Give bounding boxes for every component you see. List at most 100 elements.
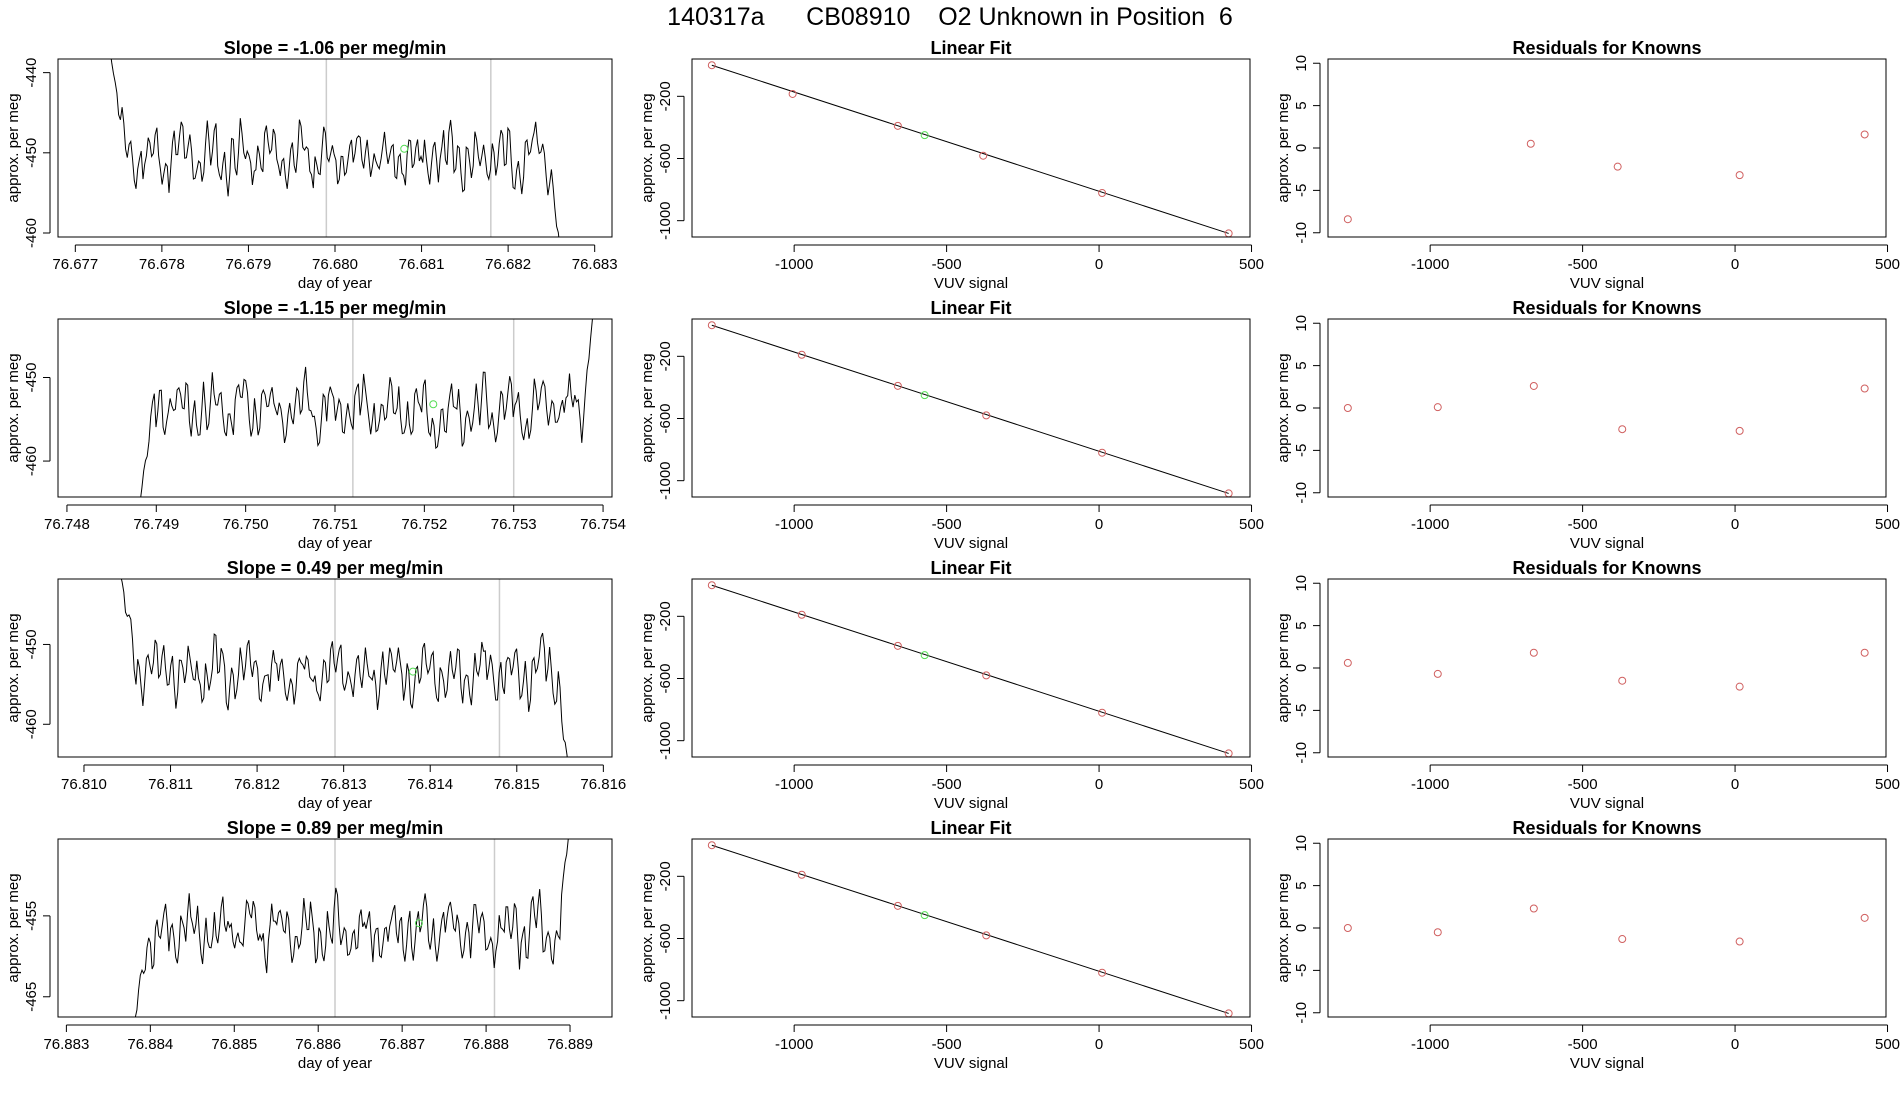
plot-area (707, 581, 1233, 757)
y-tick-label: -460 (23, 218, 40, 248)
page-title: 140317a CB08910 O2 Unknown in Position 6 (667, 3, 1233, 31)
unknown-point (429, 400, 438, 409)
residual-point (1618, 935, 1627, 944)
y-tick-label: 5 (1293, 621, 1310, 629)
known-point (893, 641, 902, 650)
y-tick-label: 5 (1293, 101, 1310, 109)
x-tick-label: 0 (1095, 256, 1103, 273)
y-tick-label: -450 (23, 138, 40, 168)
y-axis-label: approx. per meg (5, 613, 22, 722)
known-point (797, 870, 806, 879)
residual-point (1860, 913, 1869, 922)
plot-frame (57, 838, 613, 1018)
residual-point (1526, 139, 1535, 148)
known-point (707, 321, 716, 330)
plot-frame (57, 578, 613, 758)
y-tick-label: -1000 (657, 201, 674, 239)
y-tick-label: 5 (1293, 881, 1310, 889)
residual-point (1860, 384, 1869, 393)
residual-point (1343, 215, 1352, 224)
x-tick-label: -1000 (1411, 776, 1449, 793)
chart-time-series-row-1: Slope = -1.06 per meg/min day of year appr… (5, 38, 618, 292)
residual-point (1433, 403, 1442, 412)
y-axis-label: approx. per meg (5, 353, 22, 462)
y-tick-label: -600 (657, 923, 674, 953)
y-tick-label: -460 (23, 709, 40, 739)
unknown-point (400, 144, 409, 153)
time-series-line (140, 319, 593, 497)
x-tick-label: -1000 (775, 776, 813, 793)
x-tick-label: 0 (1095, 1036, 1103, 1053)
residual-point (1433, 669, 1442, 678)
plot-area (707, 321, 1233, 497)
x-tick-label: 76.753 (491, 516, 537, 533)
plot-area (1343, 130, 1869, 224)
x-tick-label: -500 (1568, 776, 1598, 793)
x-tick-label: 76.679 (225, 256, 271, 273)
chart-title: Residuals for Knowns (1512, 558, 1701, 578)
x-tick-label: 0 (1731, 516, 1739, 533)
y-tick-label: -200 (657, 81, 674, 111)
x-tick-label: -500 (932, 516, 962, 533)
chart-residuals-row-4: Residuals for Knowns VUV signal approx. pe… (1275, 818, 1900, 1072)
plot-frame (1327, 318, 1887, 498)
y-tick-label: -1000 (657, 721, 674, 759)
y-tick-label: -460 (23, 446, 40, 476)
x-tick-label: -1000 (1411, 256, 1449, 273)
plot-frame (691, 578, 1251, 758)
y-tick-label: 10 (1293, 315, 1310, 332)
chart-title: Slope = -1.06 per meg/min (224, 38, 447, 58)
x-tick-label: 500 (1875, 516, 1900, 533)
known-point (797, 350, 806, 359)
chart-title: Slope = -1.15 per meg/min (224, 298, 447, 318)
x-tick-label: 76.752 (401, 516, 447, 533)
unknown-point (920, 911, 929, 920)
known-point (707, 841, 716, 850)
y-tick-label: -10 (1293, 482, 1310, 504)
unknown-point (408, 667, 417, 676)
x-tick-label: 76.813 (321, 776, 367, 793)
chart-time-series-row-2: Slope = -1.15 per meg/min day of year appr… (5, 298, 626, 552)
unknown-point (920, 131, 929, 140)
x-tick-label: 76.816 (580, 776, 626, 793)
x-axis-label: VUV signal (1570, 1055, 1644, 1072)
y-axis-label: approx. per meg (639, 873, 656, 982)
y-axis-label: approx. per meg (1275, 353, 1292, 462)
x-tick-label: 76.887 (379, 1036, 425, 1053)
known-point (707, 581, 716, 590)
known-point (979, 151, 988, 160)
time-series-line (110, 59, 560, 237)
x-tick-label: 76.683 (572, 256, 618, 273)
fit-line (711, 584, 1229, 754)
x-tick-label: 76.883 (43, 1036, 89, 1053)
x-tick-label: -500 (932, 256, 962, 273)
chart-residuals-row-3: Residuals for Knowns VUV signal approx. pe… (1275, 558, 1900, 812)
y-tick-label: 0 (1293, 144, 1310, 152)
x-tick-label: 500 (1875, 776, 1900, 793)
plot-area (120, 579, 568, 757)
known-point (982, 671, 991, 680)
x-tick-label: 500 (1875, 1036, 1900, 1053)
known-point (788, 89, 797, 98)
x-tick-label: 0 (1731, 1036, 1739, 1053)
known-point (707, 61, 716, 70)
y-tick-label: 0 (1293, 664, 1310, 672)
y-tick-label: -5 (1293, 704, 1310, 717)
chart-time-series-row-4: Slope = 0.89 per meg/min day of year appro… (5, 818, 613, 1072)
residual-point (1860, 130, 1869, 139)
y-axis-label: approx. per meg (639, 353, 656, 462)
x-tick-label: 76.885 (211, 1036, 257, 1053)
residual-point (1735, 426, 1744, 435)
x-tick-label: -1000 (1411, 516, 1449, 533)
known-point (797, 610, 806, 619)
x-tick-label: 76.814 (407, 776, 453, 793)
x-tick-label: -1000 (775, 516, 813, 533)
x-axis-label: VUV signal (934, 535, 1008, 552)
x-axis-label: VUV signal (1570, 535, 1644, 552)
known-point (1098, 708, 1107, 717)
y-tick-label: -1000 (657, 981, 674, 1019)
x-tick-label: 76.677 (52, 256, 98, 273)
residual-point (1529, 648, 1538, 657)
plot-frame (691, 58, 1251, 238)
